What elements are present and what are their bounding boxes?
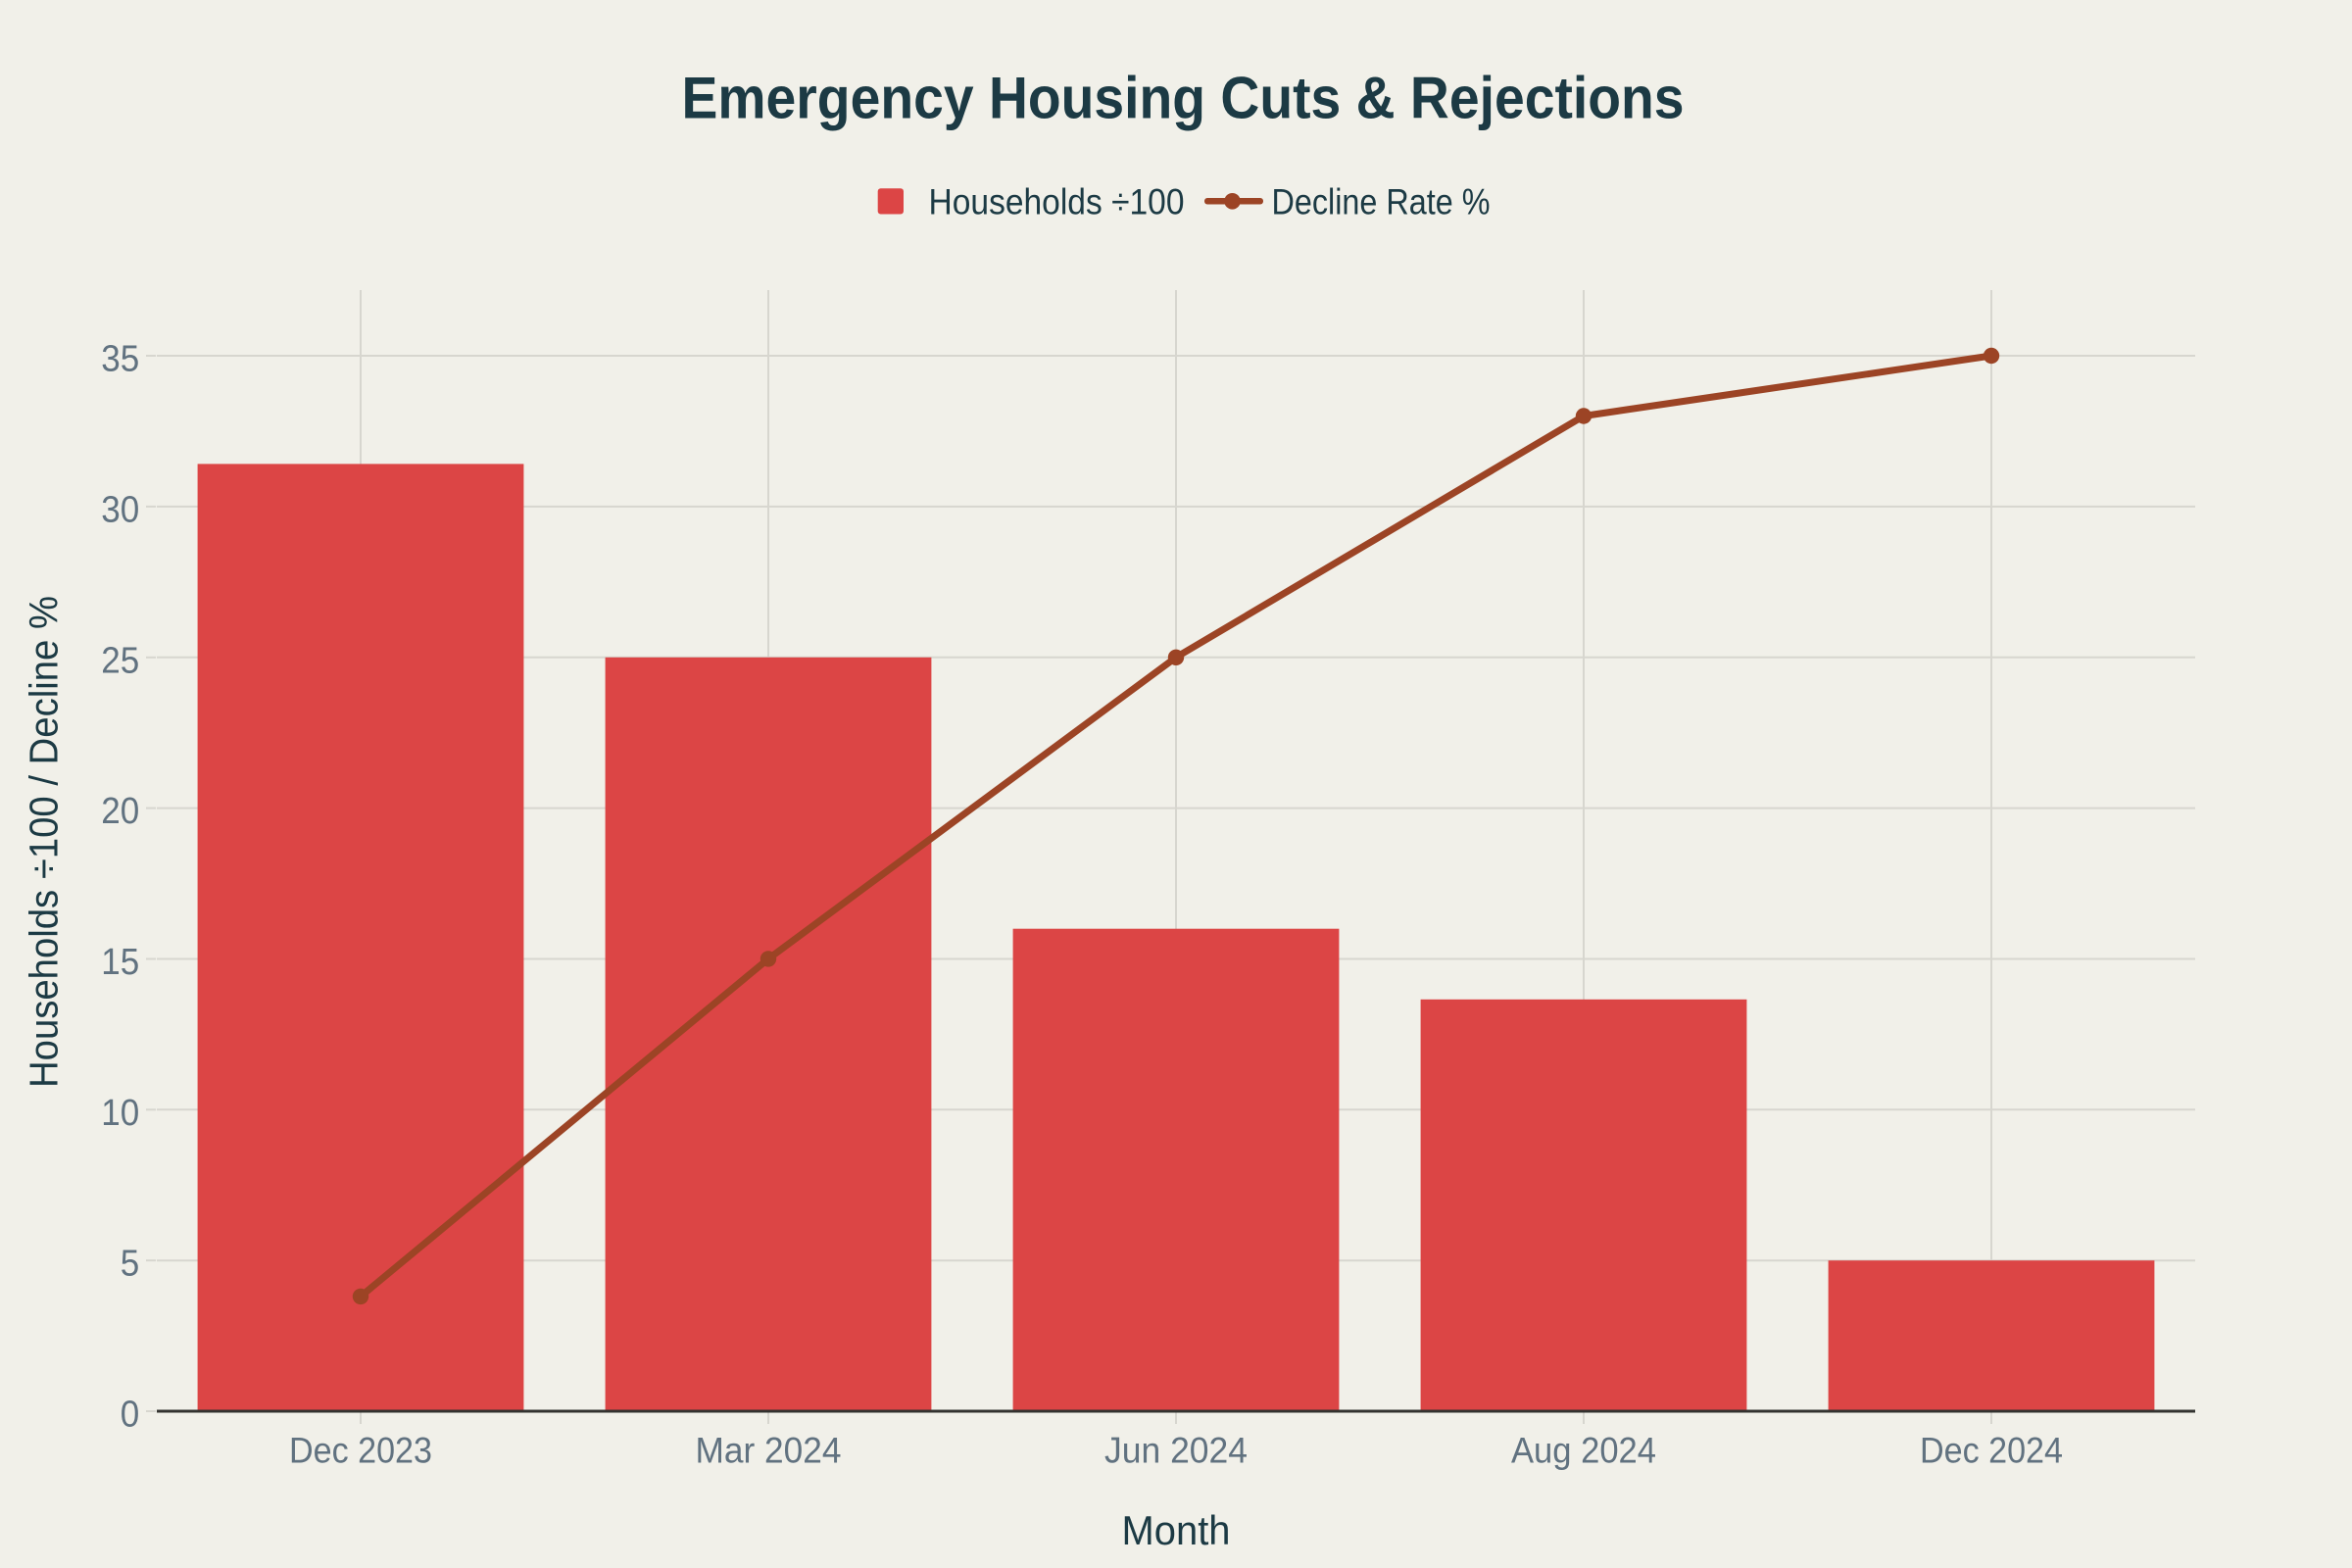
svg-text:Decline Rate %: Decline Rate % xyxy=(1272,182,1491,222)
svg-text:15: 15 xyxy=(101,942,139,983)
svg-text:Households ÷100: Households ÷100 xyxy=(929,182,1185,222)
svg-text:0: 0 xyxy=(121,1395,140,1436)
svg-text:20: 20 xyxy=(101,791,139,832)
svg-text:25: 25 xyxy=(101,640,139,681)
svg-text:35: 35 xyxy=(101,339,139,380)
svg-text:Households ÷100 / Decline %: Households ÷100 / Decline % xyxy=(22,596,67,1088)
svg-text:Emergency Housing Cuts & Rejec: Emergency Housing Cuts & Rejections xyxy=(682,66,1685,131)
svg-text:Jun 2024: Jun 2024 xyxy=(1104,1431,1248,1471)
svg-text:Month: Month xyxy=(1122,1507,1231,1553)
svg-text:10: 10 xyxy=(101,1093,139,1134)
svg-text:Dec 2024: Dec 2024 xyxy=(1920,1431,2063,1471)
svg-text:30: 30 xyxy=(101,489,139,530)
svg-text:5: 5 xyxy=(121,1244,140,1285)
svg-text:Dec 2023: Dec 2023 xyxy=(289,1431,432,1471)
svg-text:Aug 2024: Aug 2024 xyxy=(1511,1431,1656,1471)
svg-text:Mar 2024: Mar 2024 xyxy=(696,1431,842,1471)
